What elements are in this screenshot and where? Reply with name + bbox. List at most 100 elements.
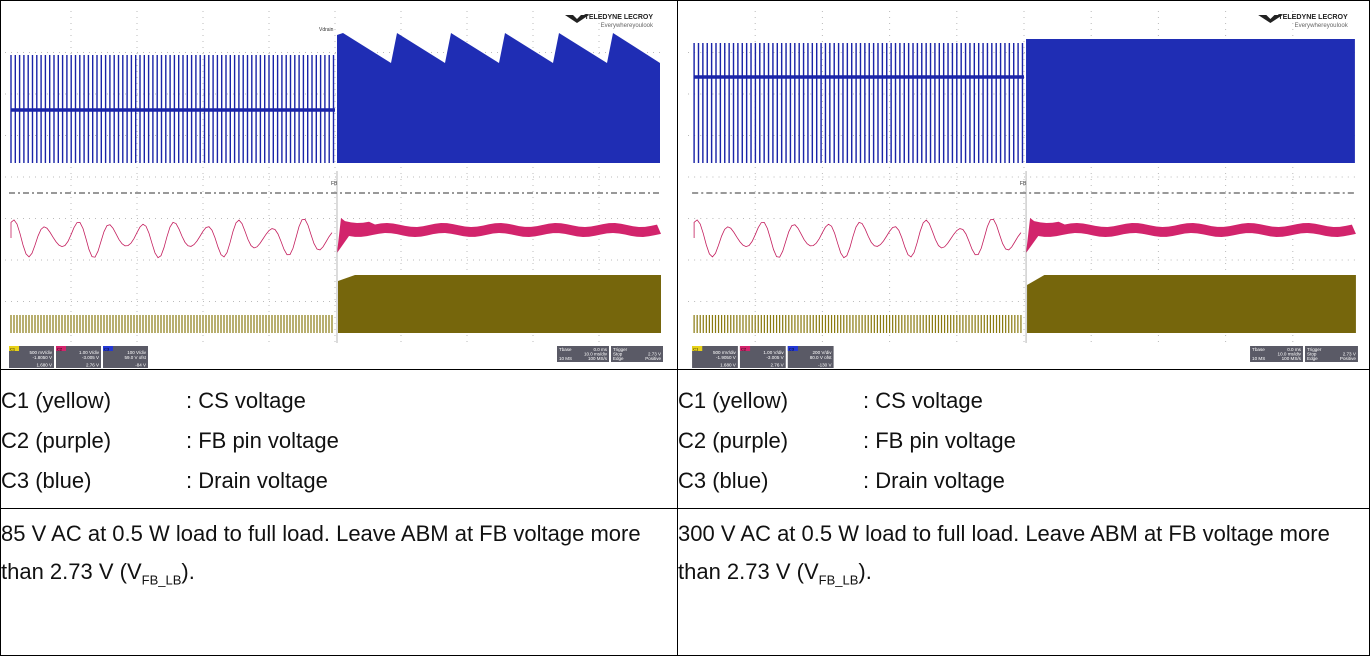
scope-text: TELEDYNE LECROY (585, 14, 654, 21)
scope-text: 1.00 V/div (79, 350, 100, 355)
scope-text: C3 (104, 347, 110, 352)
legend-cell: C1 (yellow) : CS voltage C2 (purple) : FB … (677, 369, 1370, 509)
scope-text: 0.0 ms (593, 347, 607, 352)
legend-channel: C3 (blue) (1, 468, 92, 493)
drain-trace (693, 43, 1024, 163)
trigger-box (611, 346, 663, 362)
channel-tab (56, 346, 66, 351)
legend-desc: : FB pin voltage (186, 428, 339, 453)
scope-cell: TELEDYNE LECROY Everywhereyoulook FB C1 500 … (677, 0, 1370, 370)
scope-text: C2 (57, 347, 63, 352)
scope-text: 80.0 V ofst (810, 355, 833, 360)
fb-trace (693, 218, 1022, 259)
scope-text: Everywhereyoulook (1295, 23, 1349, 29)
drain-trace (1026, 39, 1355, 163)
scope-text: Trigger (613, 347, 628, 352)
legend-channel: C3 (blue) (678, 468, 769, 493)
scope-text: -3.005 V (82, 355, 99, 360)
legend: C1 (yellow) : CS voltage C2 (purple) : FB … (1, 370, 677, 508)
timebase-box (1250, 346, 1303, 362)
trigger-box (1305, 346, 1358, 362)
scope-text: -1.8050 V (32, 355, 52, 360)
scope-text: Tbase (559, 347, 572, 352)
scope-text: FB (1020, 181, 1027, 187)
legend-cell: C1 (yellow) : CS voltage C2 (purple) : FB … (0, 369, 678, 509)
fb-trace (10, 218, 333, 259)
legend-desc: : CS voltage (186, 388, 306, 413)
legend-channel: C1 (yellow) (678, 388, 789, 413)
scope-text: 1.680 V (720, 363, 736, 368)
scope-text: -3.005 V (766, 355, 783, 360)
logo (1258, 15, 1283, 23)
scope-text: 2.73 V (1343, 352, 1356, 357)
channel-box (787, 346, 834, 368)
channel-box (692, 346, 738, 368)
channel-box (739, 346, 786, 368)
caption: 85 V AC at 0.5 W load to full load. Leav… (1, 515, 671, 599)
scope-text: 500 mV/div (713, 350, 737, 355)
legend-desc: : FB pin voltage (863, 428, 1016, 453)
scope-text: -1.9050 V (716, 355, 736, 360)
scope-text: Edge (1307, 356, 1318, 361)
scope-text: Tbase (1252, 347, 1265, 352)
scope-text: 200 V/div (812, 350, 832, 355)
channel-box (9, 346, 54, 368)
scope-text: 100 MS/s (588, 356, 608, 361)
channel-box (103, 346, 148, 368)
drain-trace (337, 33, 660, 163)
caption-text: ). (181, 559, 195, 584)
caption-text: 300 V AC at 0.5 W load to full load. Lea… (678, 521, 1330, 584)
channel-tab (787, 346, 798, 351)
channel-tab (692, 346, 703, 351)
caption-text: 85 V AC at 0.5 W load to full load. Leav… (1, 521, 641, 584)
scope-text: TELEDYNE LECROY (1278, 14, 1348, 21)
legend-desc: : Drain voltage (186, 468, 328, 493)
fb-trace (1026, 218, 1356, 253)
legend-desc: : CS voltage (863, 388, 983, 413)
scope-text: C1 (693, 347, 699, 352)
scope-text: Everywhereyoulook (601, 23, 654, 29)
scope-text: Positive (645, 356, 661, 361)
fb-trace (337, 218, 661, 253)
scope-text: 10.0 ms/div (584, 352, 608, 357)
scope-text: -130 V (818, 363, 831, 368)
scope-text: 10 MS (559, 356, 572, 361)
legend-channel: C2 (purple) (1, 428, 112, 453)
scope-cell: TELEDYNE LECROY Everywhereyoulook Vdrain FB… (0, 0, 678, 370)
scope-text: 2.76 V (86, 363, 99, 368)
scope-text: Stop (1307, 352, 1317, 357)
legend-desc: : Drain voltage (863, 468, 1005, 493)
scope-text: Edge (613, 356, 624, 361)
scope-text: 0.0 ms (1287, 347, 1301, 352)
channel-tab (9, 346, 19, 351)
legend: C1 (yellow) : CS voltage C2 (purple) : FB … (678, 370, 1369, 508)
scope-screenshot: TELEDYNE LECROY Everywhereyoulook Vdrain FB… (5, 3, 665, 369)
scope-text: C2 (741, 347, 747, 352)
cs-trace (338, 275, 661, 333)
scope-text: Trigger (1307, 347, 1322, 352)
scope-text: 1.680 V (36, 363, 52, 368)
channel-tab (739, 346, 751, 351)
scope-text: 10.0 ms/div (1278, 352, 1302, 357)
scope-text: 10 MS (1252, 356, 1265, 361)
scope-text: 100 MS/s (1282, 356, 1302, 361)
logo (565, 15, 589, 23)
scope-text: 1.00 V/div (763, 350, 784, 355)
legend-channel: C1 (yellow) (1, 388, 112, 413)
scope-text: FB (331, 181, 338, 187)
cs-trace (693, 315, 1022, 333)
scope-text: -84 V (135, 363, 146, 368)
scope-text: C3 (789, 347, 795, 352)
scope-text: 2.73 V (648, 352, 661, 357)
cs-trace (10, 315, 333, 333)
scope-text: Stop (613, 352, 623, 357)
scope-screenshot: TELEDYNE LECROY Everywhereyoulook FB C1 500 … (688, 3, 1360, 369)
caption-text: ). (858, 559, 872, 584)
caption-cell: 85 V AC at 0.5 W load to full load. Leav… (0, 508, 678, 656)
timebase-box (557, 346, 609, 362)
legend-channel: C2 (purple) (678, 428, 789, 453)
scope-text: Vdrain (319, 27, 334, 33)
scope-text: 2.76 V (770, 363, 783, 368)
